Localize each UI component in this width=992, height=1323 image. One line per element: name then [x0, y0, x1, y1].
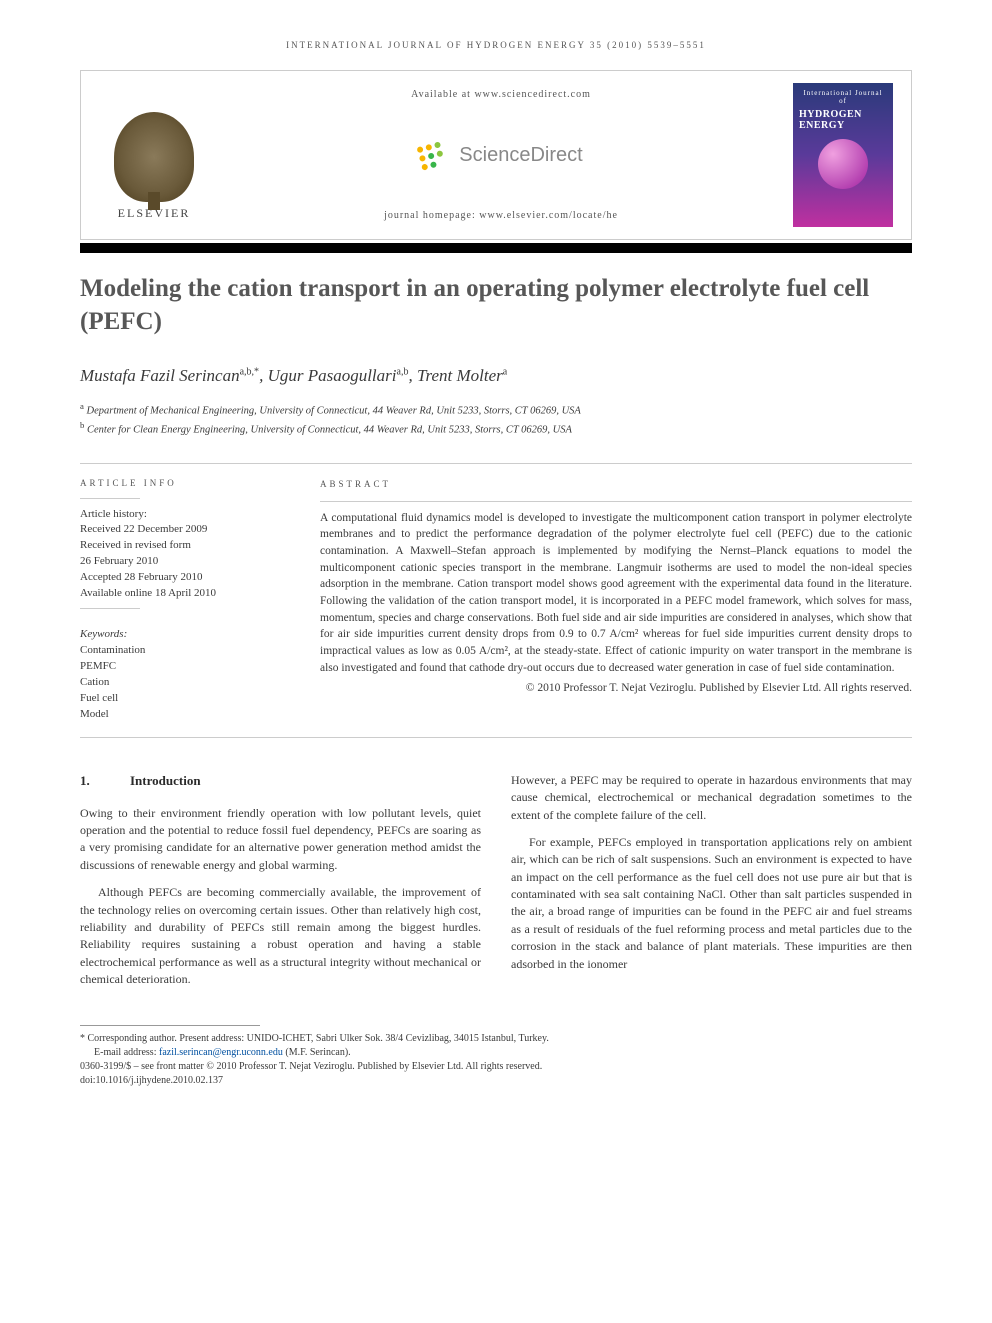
- sd-dot-icon: [428, 152, 435, 159]
- left-column: 1.Introduction Owing to their environmen…: [80, 772, 481, 999]
- email-address[interactable]: fazil.serincan@engr.uconn.edu: [159, 1047, 283, 1058]
- keywords-heading: Keywords:: [80, 627, 280, 643]
- copyright-line: © 2010 Professor T. Nejat Veziroglu. Pub…: [320, 680, 912, 697]
- sciencedirect-dots-icon: [417, 139, 454, 170]
- authors-line: Mustafa Fazil Serincana,b,*, Ugur Pasaog…: [80, 366, 912, 386]
- author-2: , Ugur Pasaogullari: [259, 366, 396, 385]
- section-1-heading: 1.Introduction: [80, 772, 481, 791]
- history-revised-2: 26 February 2010: [80, 554, 280, 570]
- elsevier-logo: ELSEVIER: [99, 83, 209, 227]
- keyword-item: PEMFC: [80, 659, 280, 675]
- body-p1: Owing to their environment friendly oper…: [80, 805, 481, 875]
- right-column: However, a PEFC may be required to opera…: [511, 772, 912, 999]
- sd-dot-icon: [417, 146, 424, 153]
- affiliations: a Department of Mechanical Engineering, …: [80, 400, 912, 439]
- keyword-item: Fuel cell: [80, 691, 280, 707]
- thin-rule: [80, 498, 140, 499]
- cover-sphere-icon: [818, 139, 868, 189]
- thin-rule: [320, 501, 912, 502]
- available-at-line: Available at www.sciencedirect.com: [411, 89, 591, 100]
- issn-line: 0360-3199/$ – see front matter © 2010 Pr…: [80, 1060, 912, 1074]
- cover-big-title: HYDROGEN ENERGY: [799, 109, 887, 131]
- journal-header-box: ELSEVIER Available at www.sciencedirect.…: [80, 70, 912, 240]
- history-accepted: Accepted 28 February 2010: [80, 570, 280, 586]
- author-1-sup: a,b,*: [240, 366, 259, 377]
- sd-dot-icon: [434, 141, 441, 148]
- sd-dot-icon: [430, 161, 437, 168]
- abstract-text: A computational fluid dynamics model is …: [320, 510, 912, 677]
- article-info-abstract-row: ARTICLE INFO Article history: Received 2…: [80, 463, 912, 738]
- author-1: Mustafa Fazil Serincan: [80, 366, 240, 385]
- email-label: E-mail address:: [94, 1047, 159, 1058]
- article-title: Modeling the cation transport in an oper…: [80, 273, 912, 338]
- thin-rule: [80, 608, 140, 609]
- history-revised-1: Received in revised form: [80, 538, 280, 554]
- sd-dot-icon: [425, 144, 432, 151]
- keyword-item: Model: [80, 707, 280, 723]
- footnote-rule: [80, 1025, 260, 1026]
- affiliation-b: b Center for Clean Energy Engineering, U…: [80, 419, 912, 438]
- abstract-label: ABSTRACT: [320, 478, 912, 491]
- sciencedirect-text: ScienceDirect: [459, 144, 582, 167]
- email-line: E-mail address: fazil.serincan@engr.ucon…: [94, 1046, 912, 1060]
- body-p3: However, a PEFC may be required to opera…: [511, 772, 912, 824]
- body-p4: For example, PEFCs employed in transport…: [511, 834, 912, 973]
- author-2-sup: a,b: [397, 366, 409, 377]
- article-history: Article history: Received 22 December 20…: [80, 507, 280, 603]
- keywords-block: Keywords: ContaminationPEMFCCationFuel c…: [80, 627, 280, 723]
- journal-homepage-line: journal homepage: www.elsevier.com/locat…: [384, 210, 618, 221]
- sd-dot-icon: [421, 163, 428, 170]
- black-divider-bar: [80, 243, 912, 253]
- email-who: (M.F. Serincan).: [283, 1047, 351, 1058]
- article-info-column: ARTICLE INFO Article history: Received 2…: [80, 464, 280, 737]
- footnotes: * Corresponding author. Present address:…: [80, 1032, 912, 1088]
- article-info-label: ARTICLE INFO: [80, 478, 280, 488]
- elsevier-tree-icon: [114, 112, 194, 202]
- section-num: 1.: [80, 772, 130, 791]
- history-online: Available online 18 April 2010: [80, 586, 280, 602]
- body-columns: 1.Introduction Owing to their environmen…: [80, 772, 912, 999]
- corresponding-author: * Corresponding author. Present address:…: [80, 1032, 912, 1046]
- doi-line: doi:10.1016/j.ijhydene.2010.02.137: [80, 1074, 912, 1088]
- section-title: Introduction: [130, 773, 201, 788]
- sciencedirect-logo: ScienceDirect: [419, 143, 582, 167]
- author-3-sup: a: [503, 366, 507, 377]
- history-received: Received 22 December 2009: [80, 522, 280, 538]
- sd-dot-icon: [436, 150, 443, 157]
- body-p2: Although PEFCs are becoming commercially…: [80, 884, 481, 988]
- sd-dot-icon: [419, 155, 426, 162]
- author-3: , Trent Molter: [408, 366, 502, 385]
- history-heading: Article history:: [80, 507, 280, 523]
- affiliation-a: a Department of Mechanical Engineering, …: [80, 400, 912, 419]
- abstract-column: ABSTRACT A computational fluid dynamics …: [320, 464, 912, 737]
- journal-cover-thumbnail: International Journal of HYDROGEN ENERGY: [793, 83, 893, 227]
- keyword-item: Cation: [80, 675, 280, 691]
- running-header: INTERNATIONAL JOURNAL OF HYDROGEN ENERGY…: [80, 40, 912, 50]
- cover-small-title: International Journal of: [799, 89, 887, 105]
- keyword-item: Contamination: [80, 643, 280, 659]
